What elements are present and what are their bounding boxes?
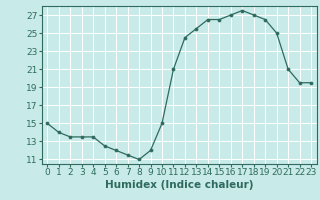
X-axis label: Humidex (Indice chaleur): Humidex (Indice chaleur)	[105, 180, 253, 190]
